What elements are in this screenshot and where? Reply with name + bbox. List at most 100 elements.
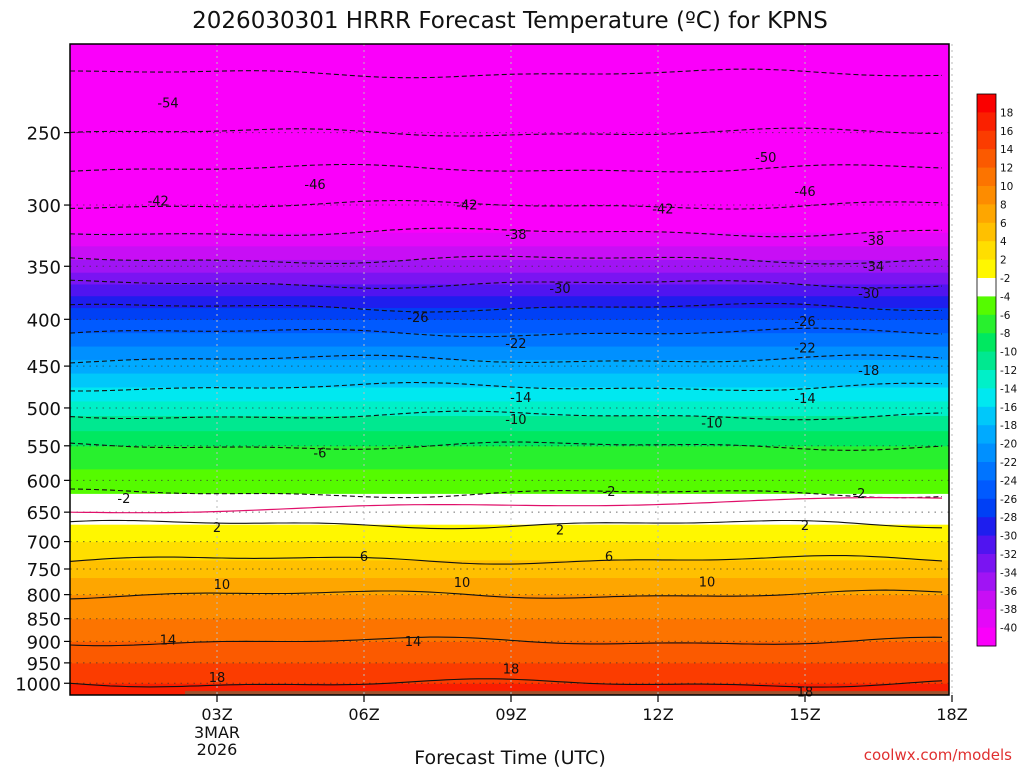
y-tick-label: 900 bbox=[27, 632, 61, 653]
pressure-axis: 2503003504004505005506006507007508008509… bbox=[15, 124, 70, 695]
y-tick-label: 500 bbox=[27, 399, 61, 420]
colorbar-swatch bbox=[977, 278, 996, 297]
colorbar-label: 18 bbox=[1000, 107, 1013, 119]
x-tick-label: 12Z bbox=[642, 705, 673, 724]
colorbar-swatch bbox=[977, 590, 996, 610]
temperature-band bbox=[70, 524, 949, 543]
contour-label: 14 bbox=[405, 635, 422, 650]
temperature-band bbox=[70, 332, 949, 347]
contour-label: -22 bbox=[794, 342, 815, 357]
contour-label: -14 bbox=[510, 391, 531, 406]
colorbar-swatch bbox=[977, 167, 996, 187]
contour-label: -26 bbox=[794, 315, 815, 330]
colorbar-swatch bbox=[977, 130, 996, 150]
y-tick-label: 400 bbox=[27, 310, 61, 331]
contour-labels: -54-50-46 -46-42 -42 -42-38 -38-34-30 -30-26-… bbox=[117, 96, 884, 700]
colorbar: 18 16 14 12 10 8 6 4 2 -2 -4 -6 -8 -10 -12 -14 -16 -18 -20… bbox=[976, 93, 1017, 647]
temperature-band bbox=[70, 307, 949, 320]
colorbar-swatch bbox=[977, 443, 996, 463]
colorbar-label: -34 bbox=[1000, 567, 1017, 579]
contour-label: -42 bbox=[652, 203, 673, 218]
isotherm-line bbox=[69, 327, 943, 338]
colorbar-label: -24 bbox=[1000, 475, 1017, 487]
isotherm-line bbox=[69, 678, 943, 688]
colorbar-swatch bbox=[977, 296, 996, 316]
grid-lines bbox=[70, 44, 953, 695]
x-tick-label: 15Z bbox=[789, 705, 820, 724]
colorbar-label: -18 bbox=[1000, 420, 1017, 432]
colorbar-label: -16 bbox=[1000, 402, 1017, 414]
contour-label: -42 bbox=[148, 195, 169, 210]
colorbar-label: 10 bbox=[1000, 181, 1013, 193]
contour-label: -46 bbox=[794, 185, 815, 200]
isotherm-line bbox=[69, 279, 943, 289]
colorbar-label: 6 bbox=[1000, 218, 1007, 230]
contour-label: 2 bbox=[556, 524, 564, 539]
colorbar-label: 14 bbox=[1000, 144, 1014, 156]
below-ground-band bbox=[185, 691, 949, 695]
temperature-band bbox=[70, 445, 949, 470]
contour-label: 10 bbox=[699, 576, 716, 591]
contour-label: -30 bbox=[858, 287, 879, 302]
temperature-band bbox=[70, 468, 949, 494]
colorbar-label: -14 bbox=[1000, 383, 1017, 395]
x-tick-label: 06Z bbox=[348, 705, 379, 724]
contour-label: -22 bbox=[505, 337, 526, 352]
colorbar-swatch bbox=[977, 388, 996, 408]
temperature-band bbox=[70, 400, 949, 417]
isotherm-line bbox=[69, 381, 943, 392]
contour-label: -54 bbox=[157, 96, 178, 111]
contour-label: 6 bbox=[605, 550, 613, 565]
y-tick-label: 750 bbox=[27, 560, 61, 581]
colorbar-swatch bbox=[977, 149, 996, 168]
contour-lines bbox=[69, 68, 943, 688]
y-tick-label: 700 bbox=[27, 533, 61, 554]
y-tick-label: 850 bbox=[27, 610, 61, 631]
y-tick-label: 1000 bbox=[15, 674, 61, 695]
colorbar-swatch bbox=[977, 554, 996, 573]
contour-label: -38 bbox=[505, 228, 526, 243]
isotherm-line bbox=[69, 519, 943, 530]
credit-text: coolwx.com/models bbox=[864, 746, 1012, 764]
temperature-band bbox=[70, 295, 949, 309]
temperature-band bbox=[70, 245, 949, 260]
colorbar-label: -32 bbox=[1000, 549, 1017, 561]
contour-label: 2 bbox=[213, 521, 221, 536]
colorbar-label: -30 bbox=[1000, 531, 1017, 543]
y-tick-label: 550 bbox=[27, 437, 61, 458]
plot-area bbox=[70, 44, 949, 696]
colorbar-label: -8 bbox=[1000, 328, 1010, 340]
colorbar-swatch bbox=[977, 333, 996, 352]
colorbar-label: -22 bbox=[1000, 457, 1017, 469]
contour-label: 18 bbox=[797, 685, 814, 700]
isotherm-line bbox=[69, 127, 943, 137]
isotherm-line bbox=[69, 441, 943, 451]
temperature-band bbox=[70, 618, 949, 642]
x-date-label: 2026 bbox=[197, 740, 238, 759]
isotherm-line bbox=[69, 589, 943, 600]
colorbar-label: -26 bbox=[1000, 494, 1017, 506]
isotherm-line bbox=[70, 68, 943, 79]
colorbar-swatch bbox=[977, 627, 996, 647]
colorbar-label: 4 bbox=[1000, 236, 1007, 248]
isotherm-line bbox=[69, 255, 943, 265]
temperature-band bbox=[70, 559, 949, 579]
contour-label: -26 bbox=[407, 311, 428, 326]
contour-label: -2 bbox=[852, 487, 865, 502]
contour-label: -10 bbox=[505, 413, 526, 428]
colorbar-swatch bbox=[977, 314, 996, 334]
x-tick-label: 03Z bbox=[201, 705, 232, 724]
y-tick-label: 450 bbox=[27, 357, 61, 378]
colorbar-swatch bbox=[977, 222, 996, 242]
colorbar-label: -40 bbox=[1000, 623, 1017, 635]
colorbar-swatch bbox=[977, 480, 996, 500]
colorbar-swatch bbox=[977, 609, 996, 628]
isotherm-line bbox=[69, 488, 943, 499]
isotherm-line bbox=[69, 354, 943, 364]
colorbar-label: -36 bbox=[1000, 586, 1017, 598]
temperature-band bbox=[70, 359, 949, 374]
colorbar-swatch bbox=[977, 406, 996, 426]
x-tick-label: 09Z bbox=[495, 705, 526, 724]
colorbar-swatch bbox=[977, 498, 996, 518]
colorbar-swatch bbox=[977, 370, 996, 389]
